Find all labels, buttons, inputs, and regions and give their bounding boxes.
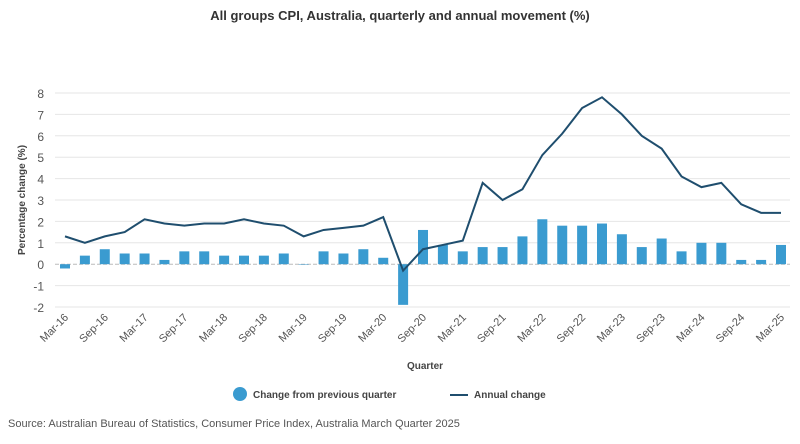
- bar-Jun-23: [636, 247, 647, 265]
- x-tick-label: Sep-22: [555, 312, 589, 346]
- x-tick-label: Sep-16: [77, 312, 111, 346]
- bar-Mar-25: [776, 244, 786, 265]
- x-tick-label: Mar-21: [436, 312, 469, 345]
- legend-bar-label: Change from previous quarter: [253, 390, 396, 401]
- bar-Mar-17: [139, 253, 150, 265]
- x-tick-label: Mar-16: [38, 312, 71, 345]
- legend-line-label: Annual change: [474, 390, 546, 401]
- bar-Mar-23: [616, 234, 627, 265]
- x-tick-label: Mar-20: [356, 312, 389, 345]
- y-tick-label: 3: [37, 194, 44, 208]
- x-tick-label: Sep-24: [714, 312, 748, 346]
- y-tick-label: 0: [37, 258, 44, 272]
- x-tick-label: Sep-20: [396, 312, 430, 346]
- y-tick-label: 2: [37, 215, 44, 229]
- bar-Sep-20: [418, 229, 428, 265]
- x-tick-label: Sep-18: [236, 312, 270, 346]
- bar-Jun-17: [159, 259, 170, 265]
- bar-Jun-18: [239, 255, 249, 265]
- bar-Sep-24: [736, 259, 747, 265]
- bar-Mar-18: [219, 255, 230, 265]
- x-axis-label: Quarter: [407, 361, 443, 372]
- bar-Dec-18: [278, 253, 289, 265]
- bar-Sep-18: [258, 255, 269, 265]
- x-tick-label: Sep-17: [157, 312, 191, 346]
- bar-Dec-21: [517, 236, 528, 265]
- x-tick-label: Mar-17: [118, 312, 151, 345]
- bar-Sep-16: [99, 249, 110, 265]
- bar-Mar-19: [298, 264, 309, 265]
- legend-bar-marker: [233, 387, 247, 401]
- x-tick-label: Mar-18: [197, 312, 230, 345]
- x-tick-label: Mar-22: [515, 312, 548, 345]
- bar-Mar-20: [378, 257, 389, 265]
- bar-Jun-22: [557, 225, 568, 265]
- bar-Sep-21: [497, 247, 508, 265]
- bar-Sep-23: [656, 238, 667, 265]
- bar-Dec-16: [119, 253, 130, 265]
- source-note: Source: Australian Bureau of Statistics,…: [8, 418, 460, 430]
- bar-Dec-22: [597, 223, 607, 265]
- y-tick-label: -2: [33, 301, 44, 315]
- y-tick-label: 1: [37, 237, 44, 251]
- x-tick-label: Sep-23: [634, 312, 668, 346]
- bar-Mar-22: [537, 219, 548, 265]
- bar-Dec-23: [676, 251, 687, 265]
- bar-Mar-24: [696, 242, 707, 265]
- bar-Jun-16: [79, 255, 90, 265]
- x-tick-label: Mar-25: [754, 312, 787, 345]
- bar-Jun-20: [398, 264, 409, 305]
- y-tick-label: -1: [33, 280, 44, 294]
- y-tick-label: 5: [37, 151, 44, 165]
- bar-Sep-17: [179, 251, 190, 265]
- bar-Dec-19: [358, 249, 369, 265]
- y-tick-label: 8: [37, 87, 44, 101]
- x-tick-label: Mar-19: [277, 312, 310, 345]
- bar-Sep-19: [338, 253, 349, 265]
- bar-Sep-22: [577, 225, 588, 265]
- x-tick-label: Mar-23: [595, 312, 628, 345]
- bar-Mar-16: [60, 264, 70, 269]
- y-axis-label: Percentage change (%): [17, 145, 28, 255]
- bar-Jun-24: [716, 242, 727, 265]
- y-tick-label: 6: [37, 130, 44, 144]
- bar-Jun-21: [477, 247, 488, 265]
- x-tick-label: Sep-19: [316, 312, 350, 346]
- bar-Dec-17: [199, 251, 210, 265]
- bar-Jun-19: [318, 251, 329, 265]
- bar-Dec-20: [437, 244, 448, 265]
- bar-Mar-21: [457, 251, 468, 265]
- bar-Dec-24: [756, 259, 767, 265]
- y-tick-label: 4: [37, 173, 44, 187]
- x-tick-label: Mar-24: [674, 312, 707, 345]
- y-tick-label: 7: [37, 108, 44, 122]
- x-tick-label: Sep-21: [475, 312, 509, 346]
- chart-title: All groups CPI, Australia, quarterly and…: [210, 8, 590, 23]
